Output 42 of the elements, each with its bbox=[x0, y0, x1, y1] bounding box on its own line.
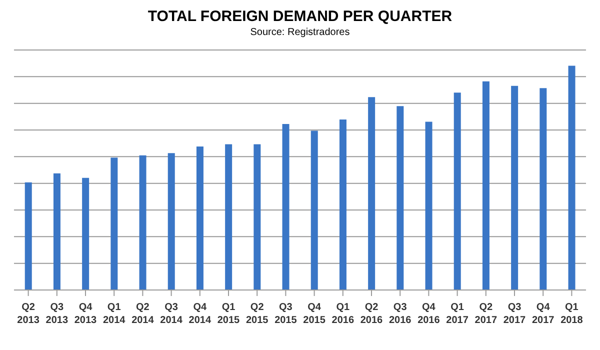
chart-title: TOTAL FOREIGN DEMAND PER QUARTER bbox=[146, 8, 454, 25]
x-tick-label: Q2 2014 bbox=[132, 302, 154, 326]
bar bbox=[110, 158, 118, 290]
bar bbox=[396, 106, 404, 290]
bar bbox=[425, 122, 432, 290]
bar bbox=[310, 130, 318, 290]
bar bbox=[82, 178, 90, 290]
bar bbox=[540, 88, 547, 290]
x-tick-label: Q4 2016 bbox=[418, 302, 440, 326]
bar bbox=[24, 182, 32, 290]
x-tick-label: Q1 2017 bbox=[446, 302, 469, 326]
x-tick-label: Q4 2015 bbox=[303, 302, 326, 326]
bar bbox=[254, 144, 261, 290]
bar bbox=[482, 81, 490, 290]
x-tick-label: Q3 2014 bbox=[160, 302, 183, 326]
bar bbox=[454, 92, 461, 290]
bar bbox=[368, 97, 376, 290]
x-tick-label: Q3 2016 bbox=[388, 302, 412, 326]
bar bbox=[196, 146, 204, 290]
bar bbox=[511, 86, 518, 290]
x-tick-label: Q4 2017 bbox=[532, 302, 555, 326]
bar bbox=[225, 144, 232, 290]
x-tick-label: Q2 2017 bbox=[474, 302, 498, 326]
x-tick-label: Q4 2014 bbox=[188, 302, 212, 326]
x-tick-label: Q2 2016 bbox=[360, 302, 384, 326]
x-tick-label: Q2 2015 bbox=[246, 302, 269, 326]
x-tick-label: Q3 2015 bbox=[274, 302, 298, 326]
x-tick-label: Q4 2013 bbox=[74, 302, 98, 326]
x-tick-label: Q2 2013 bbox=[17, 302, 40, 326]
bar bbox=[139, 155, 146, 290]
x-tick-label: Q3 2017 bbox=[503, 302, 526, 326]
bar bbox=[53, 173, 60, 290]
x-tick-label: Q1 2018 bbox=[560, 302, 584, 326]
x-tick-label: Q3 2013 bbox=[46, 302, 68, 326]
x-tick-label: Q1 2015 bbox=[217, 302, 240, 326]
chart-subtitle: Source: Registradores bbox=[249, 27, 351, 38]
bar bbox=[282, 124, 290, 290]
bar bbox=[568, 66, 576, 290]
x-tick-label: Q1 2016 bbox=[332, 302, 354, 326]
x-tick-label: Q1 2014 bbox=[102, 302, 126, 326]
bar bbox=[168, 153, 175, 290]
bar bbox=[339, 120, 346, 290]
